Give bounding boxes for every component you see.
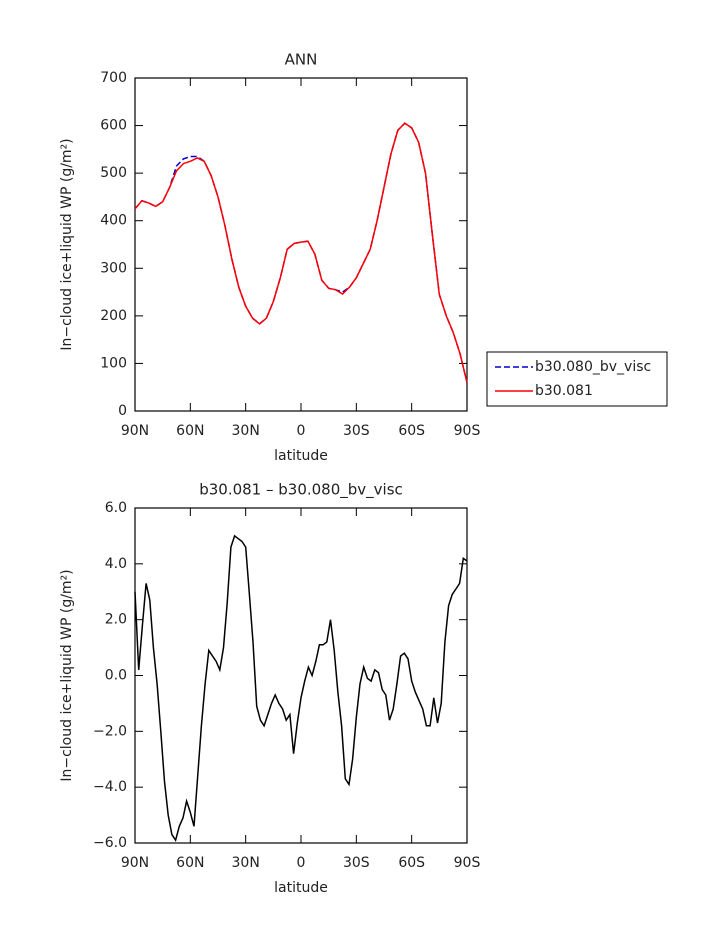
x-tick-label: 60N bbox=[176, 423, 204, 439]
plot-frame bbox=[134, 77, 468, 412]
legend-box bbox=[486, 351, 668, 407]
y-tick-label: −6.0 bbox=[93, 835, 127, 851]
y-tick-label: 400 bbox=[100, 213, 127, 229]
x-tick-label: 30N bbox=[232, 855, 260, 871]
data-line bbox=[134, 122, 468, 383]
x-tick-label: 90N bbox=[121, 855, 149, 871]
y-tick-label: 0 bbox=[118, 403, 127, 419]
chart-title: b30.081 – b30.080_bv_visc bbox=[199, 481, 403, 500]
plot-frame bbox=[134, 507, 468, 844]
x-axis-label: latitude bbox=[274, 448, 328, 464]
x-tick-label: 60S bbox=[398, 423, 425, 439]
legend-label: b30.081 bbox=[535, 383, 593, 399]
y-tick-label: 300 bbox=[100, 260, 127, 276]
x-tick-label: 90S bbox=[454, 855, 481, 871]
data-line bbox=[134, 122, 468, 383]
data-line bbox=[134, 534, 468, 843]
x-tick-label: 30N bbox=[232, 423, 260, 439]
y-tick-label: −2.0 bbox=[93, 723, 127, 739]
x-tick-label: 90S bbox=[454, 423, 481, 439]
x-tick-label: 60N bbox=[176, 855, 204, 871]
x-tick-label: 30S bbox=[343, 423, 370, 439]
y-tick-label: 100 bbox=[100, 355, 127, 371]
y-axis-label: In−cloud ice+liquid WP (g/m²) bbox=[59, 138, 75, 350]
x-axis-label: latitude bbox=[274, 880, 328, 896]
y-tick-label: 0.0 bbox=[105, 668, 127, 684]
x-tick-label: 90N bbox=[121, 423, 149, 439]
x-tick-label: 30S bbox=[343, 855, 370, 871]
y-tick-label: −4.0 bbox=[93, 779, 127, 795]
y-axis-label: In−cloud ice+liquid WP (g/m²) bbox=[59, 569, 75, 781]
y-tick-label: 600 bbox=[100, 118, 127, 134]
chart-title: ANN bbox=[285, 51, 318, 69]
legend-label: b30.080_bv_visc bbox=[535, 359, 651, 375]
y-tick-label: 4.0 bbox=[105, 556, 127, 572]
y-tick-label: 500 bbox=[100, 165, 127, 181]
x-tick-label: 60S bbox=[398, 855, 425, 871]
x-tick-label: 0 bbox=[297, 423, 306, 439]
y-tick-label: 2.0 bbox=[105, 612, 127, 628]
y-tick-label: 6.0 bbox=[105, 500, 127, 516]
x-tick-label: 0 bbox=[297, 855, 306, 871]
y-tick-label: 700 bbox=[100, 70, 127, 86]
y-tick-label: 200 bbox=[100, 308, 127, 324]
